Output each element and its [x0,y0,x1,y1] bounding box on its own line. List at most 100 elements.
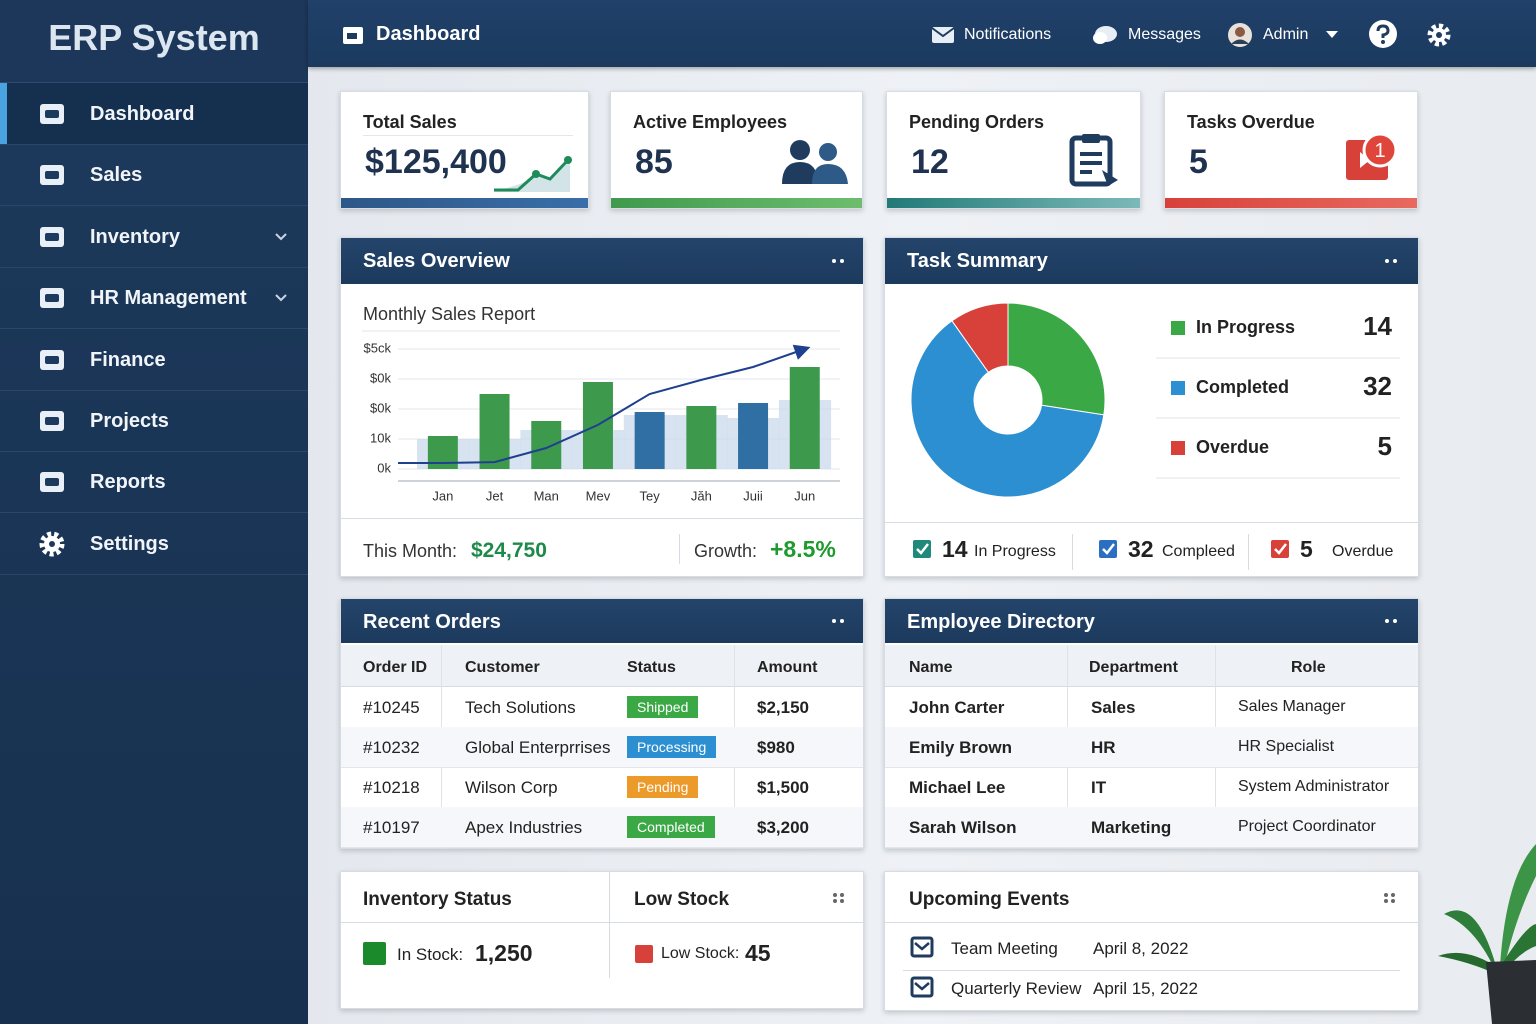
help-icon[interactable] [1368,19,1398,49]
panel-menu[interactable] [831,618,845,624]
table-cell: HR Specialist [1238,738,1335,755]
check-mark [1274,543,1287,555]
trend-line [442,344,811,464]
menu-item[interactable]: HR Management [0,267,308,330]
panel-menu[interactable] [1384,618,1398,624]
divider [679,534,680,564]
panel-handle[interactable] [1384,893,1396,903]
panel-header: Employee Directory [885,599,1418,643]
messages-icon[interactable] [1092,24,1118,46]
event-flap [914,942,930,951]
divider [1072,534,1073,570]
legend-value: 14 [1363,311,1392,341]
kpi-value: 5 [1189,143,1208,181]
table-cell: Tech Solutions [465,698,576,717]
messages-link[interactable]: Messages [1128,26,1201,43]
avatar[interactable] [1227,22,1253,48]
in-stock-label: In Stock: [397,945,464,964]
menu-item[interactable]: Sales [0,144,308,207]
menu-item[interactable]: Finance [0,329,308,391]
menu-icon [40,288,64,309]
divider [363,135,573,136]
table-cell: $2,150 [757,698,809,717]
bar [531,421,562,469]
panel-title: Sales Overview [363,250,510,272]
table-cell: John Carter [909,698,1005,717]
menu-item[interactable]: Reports [0,451,308,514]
divider [341,922,863,923]
table-cell: Sarah Wilson [909,818,1017,837]
icon-inner [45,355,59,364]
status-check [1099,540,1117,558]
menu-item[interactable]: Projects [0,390,308,452]
kpi-bar [611,198,862,208]
plant-decoration [1438,844,1536,1024]
panel-menu[interactable] [1384,258,1398,264]
footer-label: Compleed [1162,543,1235,560]
menu-item[interactable]: Dashboard [0,83,308,145]
event-date: April 8, 2022 [1093,939,1189,958]
table-row [885,727,1418,768]
status-badge: Pending [627,776,699,798]
column-header: Status [627,659,676,676]
kpi-label: Pending Orders [909,112,1045,132]
menu-label[interactable]: Sales [90,164,143,187]
icon-inner [45,417,59,425]
menu-label[interactable]: Reports [90,471,166,494]
menu-item[interactable]: Settings [0,513,308,575]
event-icon [910,936,934,958]
table-cell: Marketing [1091,818,1172,837]
table-row [341,727,863,768]
menu-item[interactable]: Inventory [0,206,308,268]
event-name: Quarterly Review [951,979,1082,998]
menu-icon [40,165,64,186]
divider [609,872,610,978]
status-check [913,540,931,558]
table-cell: $3,200 [757,818,809,837]
menu-label[interactable]: HR Management [90,287,247,310]
panel-title: Recent Orders [363,611,501,633]
event-box [910,936,934,958]
gear [39,531,65,557]
table-cell: Wilson Corp [465,778,558,797]
notifications-link[interactable]: Notifications [964,26,1052,43]
x-tick-label: Jăh [691,488,712,503]
table-cell: #10232 [363,738,420,757]
top-bar [308,0,1536,67]
check-box [1271,540,1289,558]
panel-title: Task Summary [907,250,1048,272]
menu-icon [40,349,64,370]
in-stock-swatch [363,942,386,965]
bar [427,436,458,469]
employees-icon [782,140,848,184]
icon-inner [45,171,59,180]
x-tick-label: Juii [743,488,763,503]
y-tick-label: 10k [370,430,391,445]
divider [885,922,1418,923]
overdue-badge: 1 [1374,140,1386,162]
panel-menu[interactable] [831,258,845,264]
panel-header: Sales Overview [341,238,863,284]
y-tick-label: $5ck [364,340,392,355]
divider [1248,534,1249,570]
menu-label[interactable]: Finance [90,348,166,371]
menu-label[interactable]: Projects [90,410,169,432]
table-cell: IT [1091,778,1107,797]
legend-value: 5 [1378,431,1392,461]
footer-count: 5 [1300,536,1313,562]
menu-label[interactable]: Inventory [90,225,181,248]
column-header: Amount [757,659,818,676]
user-caret[interactable] [1326,31,1338,39]
chevron [275,294,287,302]
legend-value: 32 [1363,371,1392,401]
panel-title: Low Stock [634,889,730,910]
user-menu[interactable]: Admin [1263,26,1309,43]
table-cell: #10218 [363,778,420,797]
mail-icon[interactable] [931,26,955,44]
check-box [913,540,931,558]
panel-handle[interactable] [833,893,845,903]
menu-label[interactable]: Dashboard [90,103,195,125]
settings-icon[interactable] [1426,22,1452,48]
column-header: Customer [465,659,540,676]
menu-label[interactable]: Settings [90,532,169,555]
